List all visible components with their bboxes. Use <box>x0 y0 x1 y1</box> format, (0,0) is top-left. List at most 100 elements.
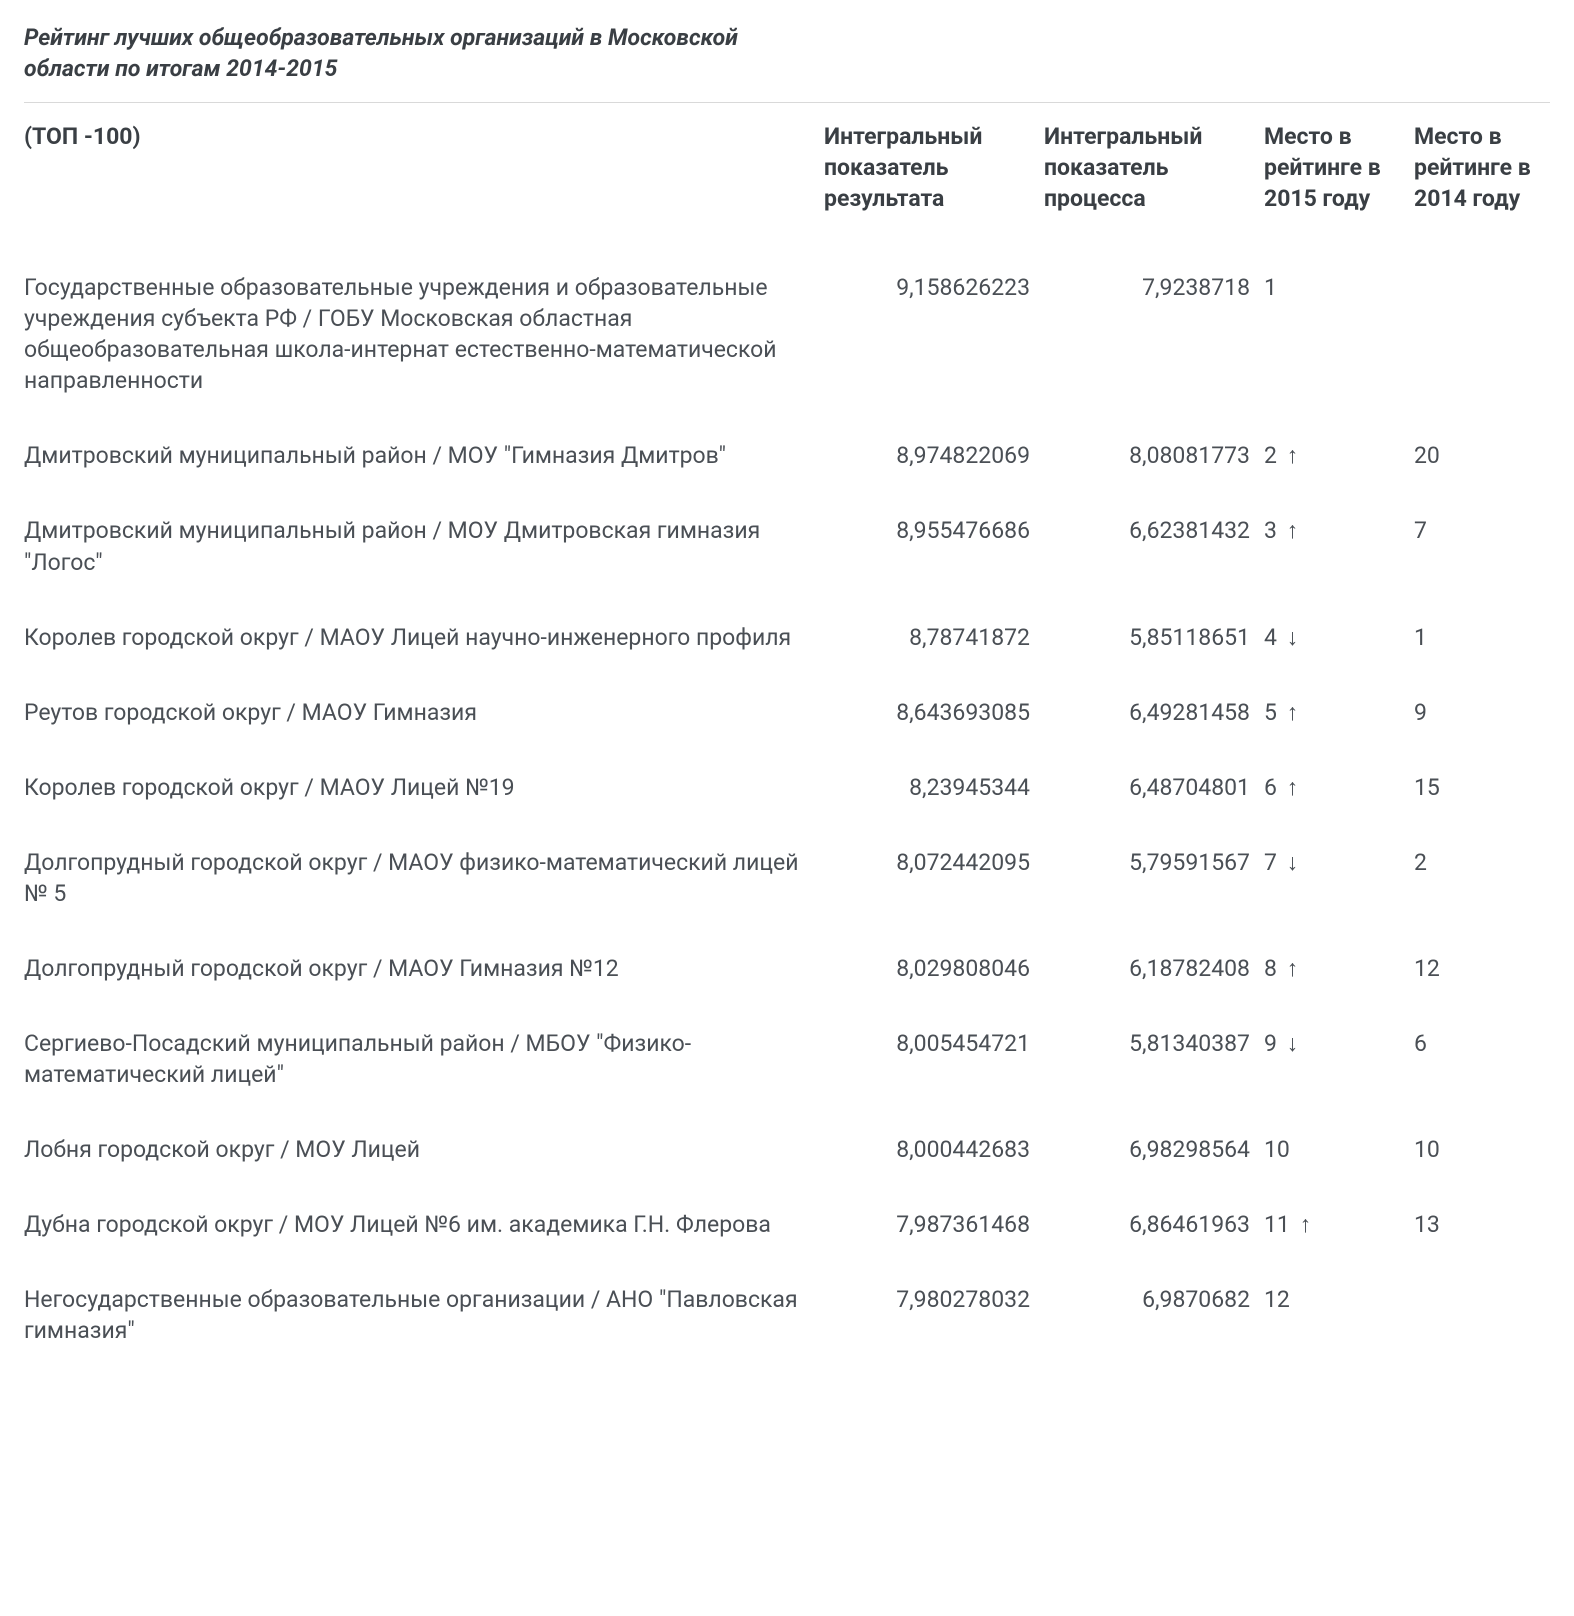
table-row: Королев городской округ / МАОУ Лицей №19… <box>24 758 1564 833</box>
page-root: Рейтинг лучших общеобразовательных орган… <box>0 0 1574 1416</box>
cell-name: Королев городской округ / МАОУ Лицей нау… <box>24 608 824 683</box>
table-row: Дмитровский муниципальный район / МОУ "Г… <box>24 426 1564 501</box>
cell-rank-2014: 7 <box>1414 501 1564 607</box>
cell-result: 8,005454721 <box>824 1014 1044 1120</box>
cell-process: 5,81340387 <box>1044 1014 1264 1120</box>
cell-process: 6,48704801 <box>1044 758 1264 833</box>
cell-result: 8,072442095 <box>824 833 1044 939</box>
cell-rank-2015: 3 ↑ <box>1264 501 1414 607</box>
cell-process: 8,08081773 <box>1044 426 1264 501</box>
cell-name: Дмитровский муниципальный район / МОУ "Г… <box>24 426 824 501</box>
cell-result: 7,987361468 <box>824 1195 1044 1270</box>
arrow-up-icon: ↑ <box>1300 1209 1312 1240</box>
rank-2015-value: 4 <box>1264 624 1277 651</box>
cell-process: 6,18782408 <box>1044 939 1264 1014</box>
column-header-rank-2015: Место в рейтинге в 2015 году <box>1264 121 1414 258</box>
cell-rank-2014: 1 <box>1414 608 1564 683</box>
cell-name: Негосударственные образовательные органи… <box>24 1270 824 1376</box>
cell-rank-2014: 9 <box>1414 683 1564 758</box>
title-block: Рейтинг лучших общеобразовательных орган… <box>24 22 1550 103</box>
rank-2015-value: 9 <box>1264 1030 1277 1057</box>
cell-name: Дмитровский муниципальный район / МОУ Дм… <box>24 501 824 607</box>
rank-2015-value: 11 <box>1264 1211 1290 1238</box>
cell-rank-2015: 8 ↑ <box>1264 939 1414 1014</box>
cell-process: 6,49281458 <box>1044 683 1264 758</box>
table-row: Дубна городской округ / МОУ Лицей №6 им.… <box>24 1195 1564 1270</box>
column-header-rank-2014: Место в рейтинге в 2014 году <box>1414 121 1564 258</box>
table-body: Государственные образовательные учрежден… <box>24 258 1564 1376</box>
cell-rank-2015: 5 ↑ <box>1264 683 1414 758</box>
rank-2015-value: 10 <box>1264 1136 1290 1163</box>
cell-rank-2014: 6 <box>1414 1014 1564 1120</box>
cell-rank-2014 <box>1414 1270 1564 1376</box>
cell-process: 6,62381432 <box>1044 501 1264 607</box>
cell-rank-2015: 9 ↓ <box>1264 1014 1414 1120</box>
rank-2015-value: 2 <box>1264 442 1277 469</box>
column-header-name: (ТОП -100) <box>24 121 824 258</box>
cell-process: 5,79591567 <box>1044 833 1264 939</box>
cell-rank-2014: 15 <box>1414 758 1564 833</box>
cell-name: Долгопрудный городской округ / МАОУ физи… <box>24 833 824 939</box>
rank-2015-value: 7 <box>1264 849 1277 876</box>
cell-process: 6,98298564 <box>1044 1120 1264 1195</box>
arrow-up-icon: ↑ <box>1287 440 1299 471</box>
arrow-up-icon: ↑ <box>1287 697 1299 728</box>
cell-result: 9,158626223 <box>824 258 1044 426</box>
cell-process: 7,9238718 <box>1044 258 1264 426</box>
rank-2015-value: 8 <box>1264 955 1277 982</box>
cell-result: 8,78741872 <box>824 608 1044 683</box>
rank-2015-value: 12 <box>1264 1286 1290 1313</box>
table-row: Реутов городской округ / МАОУ Гимназия8,… <box>24 683 1564 758</box>
table-row: Долгопрудный городской округ / МАОУ Гимн… <box>24 939 1564 1014</box>
cell-result: 8,643693085 <box>824 683 1044 758</box>
cell-result: 8,000442683 <box>824 1120 1044 1195</box>
page-title: Рейтинг лучших общеобразовательных орган… <box>24 22 804 84</box>
cell-rank-2015: 4 ↓ <box>1264 608 1414 683</box>
cell-name: Долгопрудный городской округ / МАОУ Гимн… <box>24 939 824 1014</box>
rank-2015-value: 6 <box>1264 774 1277 801</box>
rank-2015-value: 3 <box>1264 517 1277 544</box>
cell-name: Реутов городской округ / МАОУ Гимназия <box>24 683 824 758</box>
cell-rank-2014: 13 <box>1414 1195 1564 1270</box>
table-row: Дмитровский муниципальный район / МОУ Дм… <box>24 501 1564 607</box>
cell-result: 8,955476686 <box>824 501 1044 607</box>
table-row: Долгопрудный городской округ / МАОУ физи… <box>24 833 1564 939</box>
table-row: Государственные образовательные учрежден… <box>24 258 1564 426</box>
arrow-up-icon: ↑ <box>1287 772 1299 803</box>
arrow-down-icon: ↓ <box>1287 847 1299 878</box>
column-header-process: Интегральный показатель процесса <box>1044 121 1264 258</box>
cell-rank-2014: 12 <box>1414 939 1564 1014</box>
cell-name: Дубна городской округ / МОУ Лицей №6 им.… <box>24 1195 824 1270</box>
column-header-result: Интегральный показатель результата <box>824 121 1044 258</box>
arrow-up-icon: ↑ <box>1287 515 1299 546</box>
table-row: Лобня городской округ / МОУ Лицей8,00044… <box>24 1120 1564 1195</box>
cell-rank-2015: 2 ↑ <box>1264 426 1414 501</box>
cell-rank-2015: 6 ↑ <box>1264 758 1414 833</box>
cell-rank-2014: 20 <box>1414 426 1564 501</box>
cell-rank-2015: 12 <box>1264 1270 1414 1376</box>
cell-name: Сергиево-Посадский муниципальный район /… <box>24 1014 824 1120</box>
arrow-up-icon: ↑ <box>1287 953 1299 984</box>
cell-rank-2015: 10 <box>1264 1120 1414 1195</box>
cell-process: 5,85118651 <box>1044 608 1264 683</box>
table-row: Королев городской округ / МАОУ Лицей нау… <box>24 608 1564 683</box>
table-row: Негосударственные образовательные органи… <box>24 1270 1564 1376</box>
rank-2015-value: 5 <box>1264 699 1277 726</box>
arrow-down-icon: ↓ <box>1287 622 1299 653</box>
cell-rank-2014: 10 <box>1414 1120 1564 1195</box>
rating-table: (ТОП -100) Интегральный показатель резул… <box>24 121 1564 1376</box>
cell-rank-2014 <box>1414 258 1564 426</box>
cell-rank-2014: 2 <box>1414 833 1564 939</box>
cell-rank-2015: 7 ↓ <box>1264 833 1414 939</box>
cell-result: 8,029808046 <box>824 939 1044 1014</box>
cell-process: 6,86461963 <box>1044 1195 1264 1270</box>
cell-result: 8,23945344 <box>824 758 1044 833</box>
cell-result: 8,974822069 <box>824 426 1044 501</box>
rank-2015-value: 1 <box>1264 274 1277 301</box>
table-row: Сергиево-Посадский муниципальный район /… <box>24 1014 1564 1120</box>
cell-rank-2015: 1 <box>1264 258 1414 426</box>
table-header: (ТОП -100) Интегральный показатель резул… <box>24 121 1564 258</box>
cell-process: 6,9870682 <box>1044 1270 1264 1376</box>
cell-rank-2015: 11 ↑ <box>1264 1195 1414 1270</box>
cell-name: Королев городской округ / МАОУ Лицей №19 <box>24 758 824 833</box>
